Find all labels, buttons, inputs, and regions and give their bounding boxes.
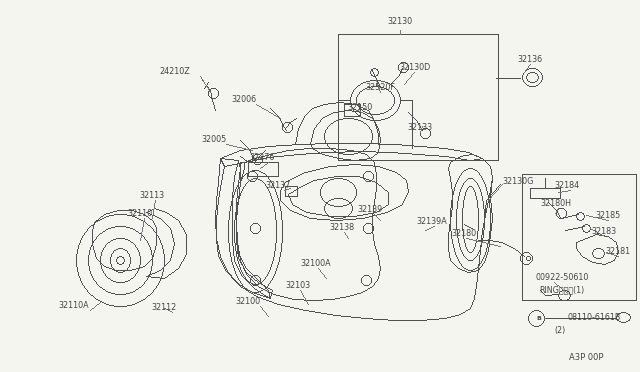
Text: 32181: 32181 [605, 247, 630, 257]
Text: 32184: 32184 [554, 182, 580, 190]
Text: 32138: 32138 [330, 224, 355, 232]
Text: 32180H: 32180H [541, 199, 572, 208]
Text: 32100A: 32100A [301, 260, 332, 269]
Text: (2): (2) [554, 326, 566, 334]
Text: 08110-6161B: 08110-6161B [568, 314, 621, 323]
Text: 32130G: 32130G [502, 177, 533, 186]
Text: 32180: 32180 [451, 230, 477, 238]
Text: 32137: 32137 [266, 182, 291, 190]
Text: 24210Z: 24210Z [159, 67, 190, 77]
Text: 32113: 32113 [140, 192, 164, 201]
Text: 32150: 32150 [348, 103, 372, 112]
Text: 00922-50610: 00922-50610 [535, 273, 589, 282]
Text: 32130D: 32130D [399, 64, 431, 73]
Text: 32103: 32103 [285, 282, 310, 291]
Text: 32276: 32276 [250, 154, 275, 163]
Text: 32005: 32005 [202, 135, 227, 144]
Text: 32520F: 32520F [365, 83, 395, 93]
Text: 32185: 32185 [595, 212, 621, 221]
Text: 32110A: 32110A [59, 301, 90, 311]
Text: 32100: 32100 [236, 298, 260, 307]
Text: 32183: 32183 [591, 228, 616, 237]
Text: 32130: 32130 [387, 17, 413, 26]
Text: 32110: 32110 [127, 209, 152, 218]
Text: 32139A: 32139A [417, 218, 447, 227]
Text: B: B [536, 315, 541, 321]
Text: 32139: 32139 [357, 205, 383, 215]
Text: RINGリング(1): RINGリング(1) [540, 285, 584, 295]
Text: A3P 00P: A3P 00P [569, 353, 604, 362]
Text: 32133: 32133 [408, 124, 433, 132]
Text: 32112: 32112 [152, 304, 177, 312]
Text: 32006: 32006 [232, 96, 257, 105]
Text: 32136: 32136 [517, 55, 543, 64]
